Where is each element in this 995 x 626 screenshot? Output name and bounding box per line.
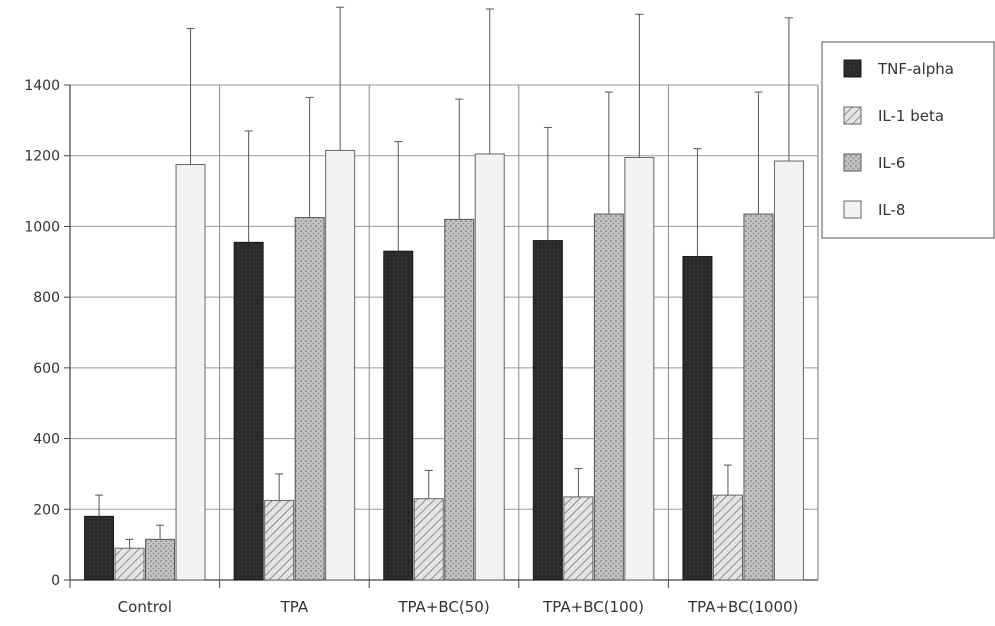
x-tick-label: TPA (280, 598, 309, 616)
bar (712, 494, 743, 581)
bar (563, 496, 594, 581)
bar (474, 153, 505, 581)
y-tick-label: 600 (33, 361, 60, 377)
bar (413, 498, 444, 581)
y-tick-label: 1200 (24, 149, 60, 165)
legend-label: IL-6 (878, 154, 905, 172)
y-tick-label: 1000 (24, 219, 60, 235)
y-tick-label: 1400 (24, 78, 60, 94)
bar (114, 547, 145, 581)
bar (624, 156, 655, 581)
legend-swatch (843, 153, 862, 172)
bar (682, 255, 713, 581)
legend: TNF-alpha IL-1 beta IL-6 IL-8 (821, 41, 995, 239)
legend-label: IL-1 beta (878, 107, 944, 125)
y-tick-label: 200 (33, 502, 60, 518)
bars-layer (84, 149, 804, 581)
x-tick-label: TPA+BC(1000) (687, 598, 798, 616)
x-tick-label: TPA+BC(50) (397, 598, 489, 616)
legend-swatch (843, 200, 862, 219)
bar (233, 241, 264, 581)
bar (773, 160, 804, 581)
bar (593, 213, 624, 581)
y-tick-label: 400 (33, 432, 60, 448)
y-tick-label: 800 (33, 290, 60, 306)
y-tick-label: 0 (51, 573, 60, 589)
bar (532, 240, 563, 581)
bar (175, 164, 206, 581)
bar (325, 149, 356, 581)
bar (444, 218, 475, 581)
error-bars-layer (95, 6, 793, 549)
bar (145, 538, 176, 581)
bar (264, 499, 295, 581)
bar (294, 217, 325, 581)
legend-label: TNF-alpha (877, 60, 954, 78)
x-tick-label: Control (118, 598, 172, 616)
bar (743, 213, 774, 581)
bar (84, 515, 115, 581)
legend-label: IL-8 (878, 201, 905, 219)
labels-layer: 0 200 400 600 800 1000 1200 1400 Control TPA TPA+B… (24, 78, 798, 616)
x-tick-label: TPA+BC(100) (542, 598, 644, 616)
legend-swatch (843, 106, 862, 125)
bar (383, 250, 414, 581)
legend-swatch (843, 59, 862, 78)
